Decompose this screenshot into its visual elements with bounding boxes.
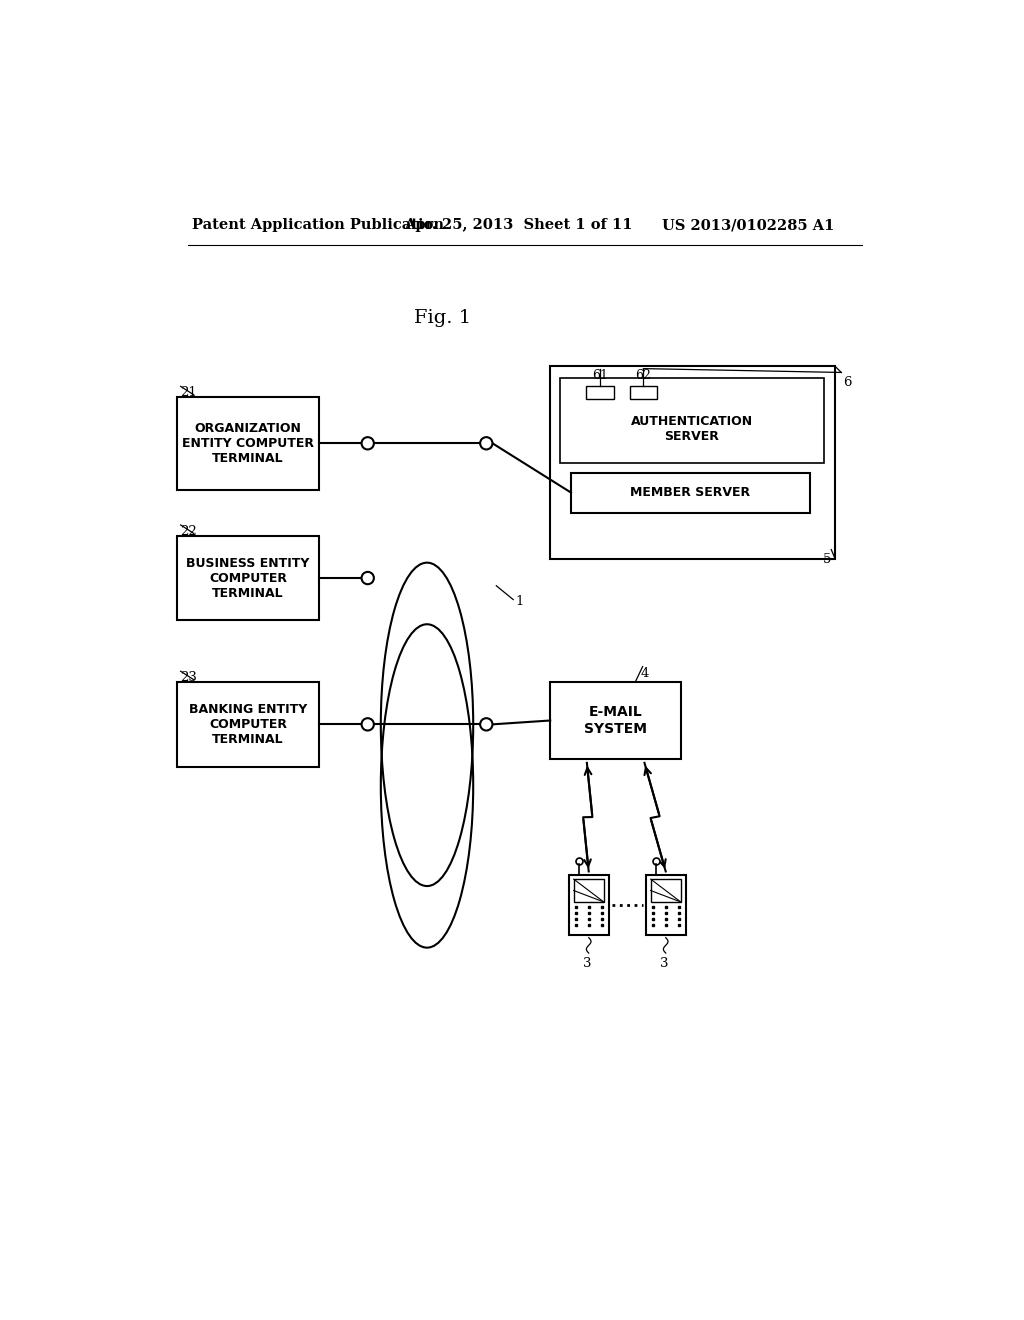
Text: US 2013/0102285 A1: US 2013/0102285 A1: [662, 218, 835, 232]
Bar: [568, 875, 608, 936]
Text: 1: 1: [515, 594, 524, 607]
Circle shape: [480, 437, 493, 450]
Text: 3: 3: [659, 957, 668, 970]
Text: E-MAIL
SYSTEM: E-MAIL SYSTEM: [584, 705, 647, 735]
Text: Fig. 1: Fig. 1: [414, 309, 471, 326]
Text: BANKING ENTITY
COMPUTER
TERMINAL: BANKING ENTITY COMPUTER TERMINAL: [188, 702, 307, 746]
Text: Apr. 25, 2013  Sheet 1 of 11: Apr. 25, 2013 Sheet 1 of 11: [403, 218, 633, 232]
Text: 5: 5: [823, 553, 831, 566]
Bar: [177, 397, 319, 490]
Text: MEMBER SERVER: MEMBER SERVER: [631, 486, 751, 499]
Bar: [646, 875, 686, 936]
Bar: [177, 536, 319, 620]
Text: AUTHENTICATION
SERVER: AUTHENTICATION SERVER: [631, 416, 753, 444]
Bar: [550, 367, 836, 558]
Circle shape: [361, 437, 374, 450]
Circle shape: [480, 718, 493, 730]
Bar: [573, 879, 604, 902]
Text: 23: 23: [180, 671, 198, 684]
Bar: [587, 385, 614, 400]
Text: 4: 4: [640, 667, 648, 680]
Bar: [571, 473, 810, 512]
Text: 61: 61: [592, 368, 608, 381]
Text: Patent Application Publication: Patent Application Publication: [193, 218, 444, 232]
Text: ORGANIZATION
ENTITY COMPUTER
TERMINAL: ORGANIZATION ENTITY COMPUTER TERMINAL: [182, 422, 314, 465]
Bar: [550, 682, 681, 759]
Circle shape: [361, 718, 374, 730]
Circle shape: [361, 572, 374, 585]
Text: 3: 3: [583, 957, 591, 970]
Text: 6: 6: [843, 376, 851, 388]
Text: BUSINESS ENTITY
COMPUTER
TERMINAL: BUSINESS ENTITY COMPUTER TERMINAL: [186, 557, 309, 599]
Bar: [560, 378, 823, 462]
Bar: [630, 385, 657, 400]
Bar: [650, 879, 681, 902]
Bar: [177, 682, 319, 767]
Text: 21: 21: [180, 387, 198, 400]
Text: 62: 62: [636, 368, 651, 381]
Text: 22: 22: [180, 525, 198, 539]
